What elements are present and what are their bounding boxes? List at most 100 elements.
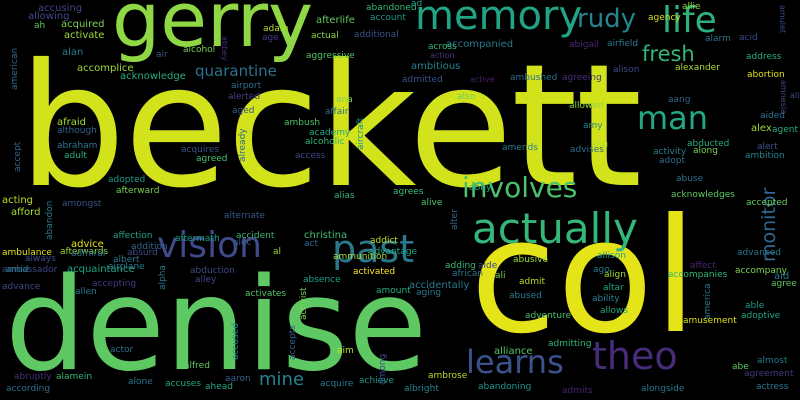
word: advice <box>71 239 104 250</box>
word: ambitious <box>411 61 461 72</box>
word: american <box>10 47 20 90</box>
word: aggressive <box>306 51 355 61</box>
word: agreeing <box>562 73 602 83</box>
word: life <box>662 0 717 41</box>
word: african <box>452 269 484 279</box>
word: aircraft <box>356 117 366 150</box>
word: always <box>25 254 56 264</box>
word: according <box>6 384 51 394</box>
word: ago <box>593 265 610 275</box>
word: able <box>745 301 765 311</box>
word: advantage <box>369 247 418 257</box>
word: aftermath <box>175 234 220 244</box>
word: abandoned <box>366 3 417 13</box>
word: alert <box>757 142 778 152</box>
word: accused <box>231 322 241 360</box>
word: affect <box>690 261 716 271</box>
word: accepted <box>746 198 788 208</box>
word: ambrose <box>428 371 468 381</box>
word: admitting <box>548 339 592 349</box>
word: admitted <box>402 75 443 85</box>
word: accompanied <box>446 39 514 50</box>
word: agree <box>771 279 797 289</box>
word: agency <box>648 13 681 23</box>
word: amy <box>583 121 603 131</box>
word: accomplice <box>77 63 134 74</box>
word: alpha <box>158 265 168 290</box>
word: abduction <box>190 266 235 276</box>
word: christina <box>304 230 348 241</box>
word: accusing <box>38 3 83 14</box>
word: allie <box>682 2 701 12</box>
word: admiral <box>71 249 106 259</box>
word: also <box>457 92 476 102</box>
word: albright <box>404 384 439 394</box>
word: afterlife <box>316 15 355 26</box>
word: ana <box>336 95 353 105</box>
word: abandoning <box>478 382 532 392</box>
word: account <box>370 13 406 23</box>
word: fresh <box>642 42 695 66</box>
word: activated <box>353 267 396 277</box>
word: alongside <box>641 384 685 394</box>
word: col <box>470 185 698 369</box>
word: learns <box>466 343 564 381</box>
word: acknowledge <box>120 71 186 82</box>
word: allows <box>600 306 629 316</box>
word: abortion <box>747 70 785 80</box>
word: alarm <box>705 34 731 44</box>
word: amulet <box>778 5 787 34</box>
word: abigail <box>569 40 599 50</box>
word: amongst <box>62 199 102 209</box>
word: action <box>430 51 455 60</box>
word: amnesia <box>779 80 788 114</box>
word: amount <box>376 286 411 296</box>
word: adoptive <box>741 311 781 321</box>
word: ambush <box>284 118 321 128</box>
word: alex <box>751 123 772 134</box>
word: allow <box>790 91 800 100</box>
word: acquires <box>181 145 220 155</box>
word: quarantine <box>195 62 277 80</box>
word: although <box>57 126 97 136</box>
word: admit <box>519 277 546 287</box>
word: abe <box>732 362 749 372</box>
word: aging <box>416 288 442 298</box>
word: adopt <box>659 156 685 166</box>
word: ahead <box>205 382 233 392</box>
word: air <box>156 50 168 60</box>
word: ability <box>592 294 620 304</box>
word: admits <box>562 386 593 396</box>
word: airfield <box>607 39 639 49</box>
word: abraham <box>57 141 98 151</box>
word: abducted <box>687 139 730 149</box>
word: accepts <box>288 325 298 360</box>
word: amid <box>6 265 29 275</box>
word: active <box>470 75 495 84</box>
word: accompanies <box>668 270 728 280</box>
word: alone <box>128 377 153 387</box>
word: alison <box>613 65 640 75</box>
word: alerted <box>228 92 261 102</box>
word: america <box>703 283 713 320</box>
word: alec <box>233 238 252 248</box>
word: access <box>295 151 326 161</box>
word: abandon <box>45 200 55 240</box>
word: abu <box>591 140 608 150</box>
word: beckett <box>18 28 642 226</box>
word: along <box>693 146 718 156</box>
word: absurd <box>127 248 158 258</box>
word: alcoholic <box>305 137 345 147</box>
word: aged <box>232 106 255 116</box>
word: aim <box>337 346 354 356</box>
word: gerry <box>112 0 314 64</box>
word: alan <box>62 47 84 58</box>
word: aid <box>774 271 790 282</box>
word: acquire <box>320 379 354 389</box>
word: accept <box>13 141 23 172</box>
word: al <box>273 247 282 257</box>
word: ambition <box>745 151 785 161</box>
word: alfred <box>184 361 210 371</box>
word: actor <box>110 345 134 355</box>
